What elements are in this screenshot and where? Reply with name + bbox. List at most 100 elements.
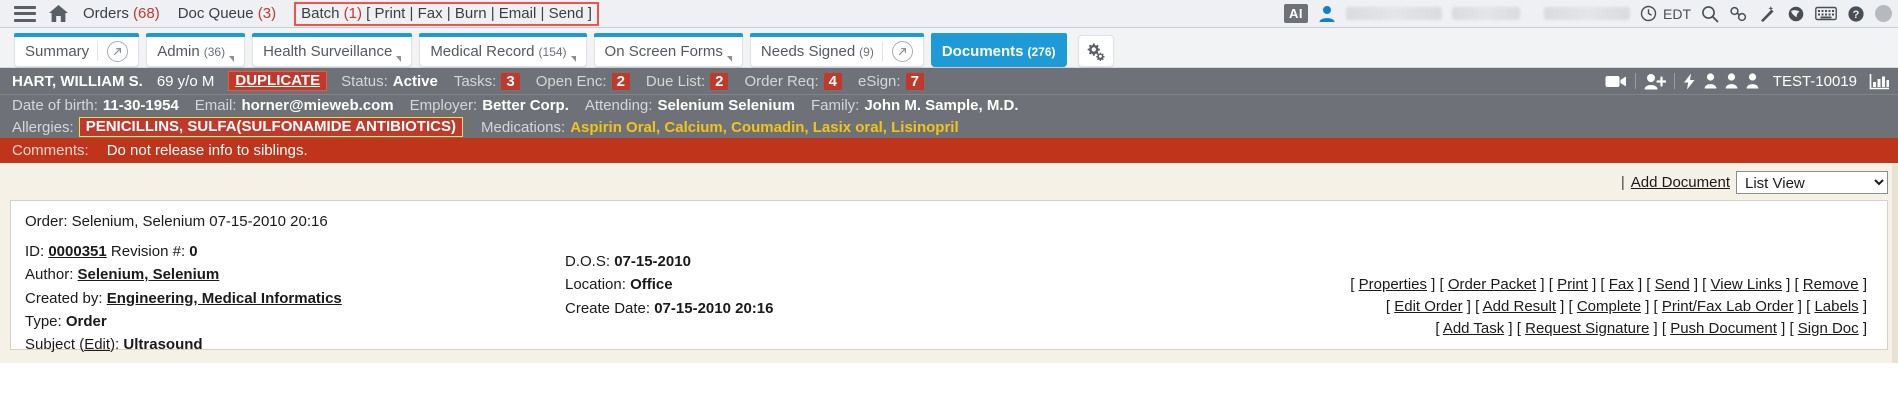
ai-badge[interactable]: AI [1284, 4, 1308, 23]
document-action-links: [ Properties ] [ Order Packet ] [ Print … [1350, 274, 1867, 339]
allergies-badge[interactable]: PENICILLINS, SULFA(SULFONAMIDE ANTIBIOTI… [78, 117, 463, 137]
view-mode-select[interactable]: List View Thumbnail View Detail View [1736, 171, 1888, 194]
comments-value: Do not release info to siblings. [106, 142, 308, 159]
batch-fax-link[interactable]: Fax [417, 4, 443, 22]
page-scrollbar[interactable] [1892, 163, 1898, 363]
chevron-down-icon[interactable] [396, 56, 402, 62]
action-fax[interactable]: Fax [1608, 276, 1634, 293]
link-icon[interactable] [1729, 5, 1748, 23]
action-sign-doc[interactable]: Sign Doc [1797, 319, 1859, 337]
document-toolbar: | Add Document List View Thumbnail View … [0, 163, 1898, 200]
patient-header-demographics: Date of birth: 11-30-1954 Email: horner@… [0, 94, 1898, 116]
tab-health-surveillance[interactable]: Health Surveillance [252, 33, 413, 67]
subject-edit-link[interactable]: Edit [84, 336, 111, 353]
search-icon[interactable] [1701, 5, 1719, 23]
dob-value: 11-30-1954 [102, 97, 179, 114]
action-print[interactable]: Print [1557, 276, 1588, 293]
action-complete[interactable]: Complete [1576, 297, 1642, 315]
action-properties[interactable]: Properties [1358, 276, 1428, 293]
esign-badge[interactable]: 7 [905, 72, 924, 90]
action-edit-order[interactable]: Edit Order [1394, 297, 1463, 315]
tab-medical-record[interactable]: Medical Record (154) [419, 33, 587, 67]
open-enc-badge[interactable]: 2 [611, 72, 630, 90]
video-camera-icon[interactable] [1605, 74, 1627, 89]
patient-name[interactable]: HART, WILLIAM S. [12, 72, 143, 90]
action-request-signature[interactable]: Request Signature [1525, 319, 1650, 337]
action-order-packet[interactable]: Order Packet [1447, 276, 1537, 293]
clock-icon[interactable] [1640, 5, 1657, 22]
batch-burn-link[interactable]: Burn [454, 4, 487, 22]
type-value: Order [65, 312, 107, 330]
magic-wand-icon[interactable] [1758, 5, 1777, 23]
id-value[interactable]: 0000351 [48, 243, 107, 260]
medications-label: Medications: [480, 118, 566, 136]
nav-link-orders[interactable]: Orders (68) [83, 5, 160, 22]
tab-admin[interactable]: Admin (36) [146, 33, 246, 67]
location-label: Location: [565, 276, 626, 294]
family-label: Family: [810, 97, 860, 114]
home-icon[interactable] [48, 4, 69, 23]
created-by-value[interactable]: Engineering, Medical Informatics [106, 289, 342, 307]
tab-summary[interactable]: Summary [14, 33, 140, 67]
field-type: Type: Order [25, 312, 565, 332]
order-req-badge[interactable]: 4 [823, 72, 843, 90]
open-enc-label: Open Enc: [535, 72, 607, 90]
batch-sep-4: | [540, 4, 545, 22]
field-location: Location: Office [565, 275, 1225, 295]
user-role-redacted [1452, 7, 1520, 20]
tab-on-screen-forms-label: On Screen Forms [604, 43, 723, 60]
tab-documents[interactable]: Documents (276) [930, 33, 1067, 67]
add-patient-icon[interactable] [1644, 73, 1666, 90]
tab-summary-label: Summary [25, 43, 90, 60]
medications-value[interactable]: Aspirin Oral, Calcium, Coumadin, Lasix o… [570, 118, 959, 136]
dos-label: D.O.S: [565, 253, 611, 270]
field-create-date: Create Date: 07-15-2010 20:16 [565, 299, 1225, 319]
add-document-link[interactable]: Add Document [1630, 174, 1730, 191]
email-value[interactable]: horner@mieweb.com [241, 97, 394, 114]
person-icon[interactable] [1704, 73, 1717, 89]
toolbar-pipe: | [1620, 174, 1625, 191]
tab-admin-count: (36) [203, 44, 226, 59]
status-label: Status: [341, 72, 388, 90]
action-print-fax-lab-order[interactable]: Print/Fax Lab Order [1661, 297, 1794, 315]
chevron-down-icon[interactable] [229, 56, 235, 62]
action-add-task[interactable]: Add Task [1442, 319, 1505, 337]
batch-actions-group[interactable]: Batch (1) [ Print | Fax | Burn | Email |… [294, 1, 599, 26]
tab-on-screen-forms[interactable]: On Screen Forms [593, 33, 744, 67]
duplicate-badge[interactable]: DUPLICATE [228, 71, 328, 91]
tasks-badge[interactable]: 3 [501, 72, 520, 90]
gears-icon[interactable] [1077, 35, 1114, 67]
lightning-bolt-icon[interactable] [1683, 73, 1696, 90]
help-icon[interactable]: ? [1847, 5, 1865, 23]
nav-link-doc-queue[interactable]: Doc Queue (3) [178, 5, 276, 22]
status-dot-icon[interactable] [1875, 5, 1892, 22]
dob-label: Date of birth: [12, 97, 98, 114]
due-list-badge[interactable]: 2 [710, 72, 729, 90]
keyboard-icon[interactable] [1815, 6, 1837, 21]
open-external-arrow-icon[interactable] [891, 41, 913, 62]
person-icon[interactable] [1725, 73, 1738, 89]
tab-health-surveillance-label: Health Surveillance [263, 43, 393, 60]
action-push-document[interactable]: Push Document [1670, 319, 1777, 337]
action-view-links[interactable]: View Links [1710, 276, 1782, 293]
user-avatar-icon[interactable] [1318, 5, 1336, 23]
bar-chart-icon[interactable] [1869, 73, 1890, 90]
author-value[interactable]: Selenium, Selenium [77, 266, 220, 284]
batch-send-link[interactable]: Send [548, 4, 584, 22]
action-labels[interactable]: Labels [1814, 297, 1859, 315]
tab-needs-signed[interactable]: Needs Signed (9) [749, 33, 924, 67]
documents-page-body: | Add Document List View Thumbnail View … [0, 163, 1898, 363]
batch-print-link[interactable]: Print [374, 4, 406, 22]
action-remove[interactable]: Remove [1802, 276, 1859, 293]
action-send[interactable]: Send [1654, 276, 1690, 293]
person-icon[interactable] [1746, 73, 1759, 89]
chevron-down-icon[interactable] [726, 56, 732, 62]
chevron-down-icon[interactable] [570, 56, 576, 62]
open-external-arrow-icon[interactable] [107, 41, 129, 62]
hamburger-menu-icon[interactable] [14, 5, 36, 22]
action-add-result[interactable]: Add Result [1482, 297, 1556, 315]
globe-icon[interactable] [1787, 5, 1805, 23]
document-fields-middle: D.O.S: 07-15-2010 Location: Office Creat… [565, 242, 1225, 358]
tab-needs-signed-label: Needs Signed [760, 43, 856, 60]
batch-email-link[interactable]: Email [498, 4, 537, 22]
